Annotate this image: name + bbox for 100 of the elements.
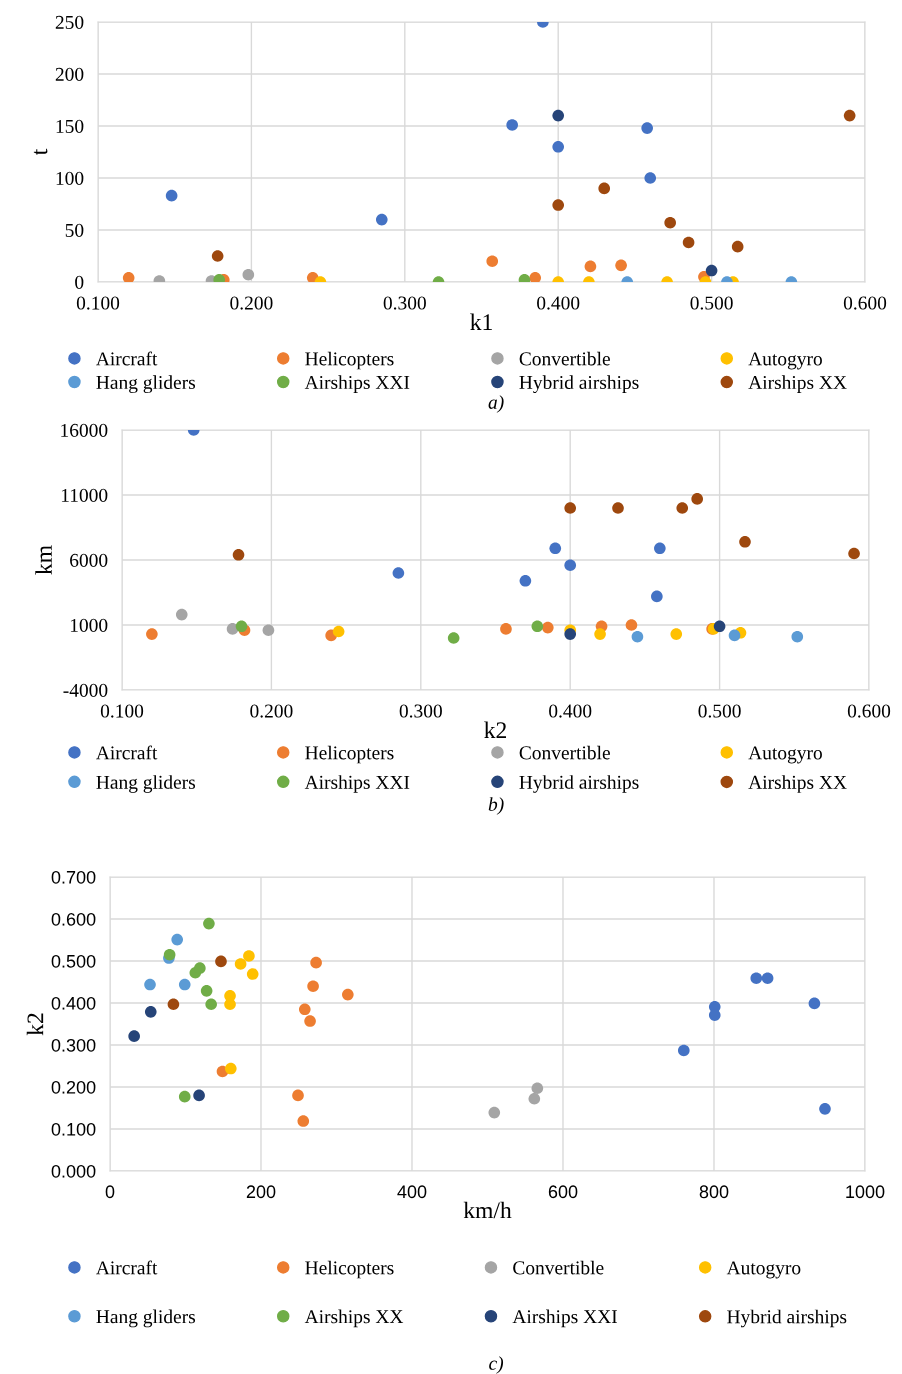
point <box>178 978 191 991</box>
x-tick-label: 0.300 <box>399 704 442 718</box>
text: b) <box>488 797 504 815</box>
point <box>552 109 565 122</box>
point <box>232 548 245 561</box>
point <box>298 1003 311 1016</box>
y-tick-label: 50 <box>65 223 84 237</box>
point <box>625 619 638 631</box>
y-tick-label: 100 <box>56 171 84 185</box>
point <box>664 216 676 229</box>
point <box>262 624 275 637</box>
x-tick-label: 0.600 <box>847 704 891 718</box>
point <box>307 980 319 993</box>
legend-label: Autogyro <box>726 1261 801 1279</box>
point <box>808 997 821 1010</box>
point <box>564 559 577 572</box>
point <box>713 620 726 633</box>
point <box>242 268 255 281</box>
x-tick-label: 0.500 <box>690 296 733 310</box>
point <box>598 182 611 195</box>
point <box>292 1089 304 1102</box>
point <box>819 1103 831 1115</box>
point <box>843 109 856 122</box>
point <box>670 628 683 640</box>
point <box>297 1115 310 1127</box>
point <box>171 933 183 946</box>
y-tick-label: 0.500 <box>51 954 96 968</box>
point <box>167 998 180 1011</box>
y-tick-label: 0.100 <box>51 1122 96 1136</box>
point <box>234 958 247 970</box>
point <box>651 590 663 603</box>
x-axis-title: km/h <box>463 1201 512 1219</box>
point <box>165 189 178 202</box>
point <box>848 547 860 560</box>
y-tick-label: 200 <box>55 67 84 81</box>
point <box>739 535 751 548</box>
legend-label: Helicopters <box>305 351 394 370</box>
point <box>761 972 774 985</box>
point <box>332 625 345 638</box>
point <box>612 502 624 514</box>
y-tick-label: 0.700 <box>51 870 96 884</box>
y-tick-label: 16000 <box>61 423 108 437</box>
legend-label: Convertible <box>519 351 610 366</box>
point <box>375 213 388 226</box>
x-tick-label: 0.200 <box>230 296 273 310</box>
point <box>304 1015 316 1027</box>
x-tick-label: 0.400 <box>549 704 592 718</box>
point <box>392 567 405 579</box>
point <box>552 140 565 153</box>
point <box>500 623 512 635</box>
point <box>486 255 499 268</box>
point <box>144 1006 157 1018</box>
point <box>194 962 206 974</box>
legend-label: Helicopters <box>305 745 394 764</box>
point <box>178 1090 191 1103</box>
point <box>235 620 248 633</box>
point <box>531 1082 544 1095</box>
x-tick-label: 600 <box>548 1185 578 1199</box>
point <box>677 1044 690 1057</box>
point <box>226 623 239 635</box>
point <box>676 502 689 514</box>
x-tick-label: 0.100 <box>100 704 144 718</box>
y-tick-label: 0.400 <box>51 996 96 1010</box>
x-tick-label: 0.200 <box>250 704 293 718</box>
text: a) <box>488 395 504 413</box>
y-tick-label: 11000 <box>61 488 108 502</box>
point <box>541 621 554 634</box>
point <box>447 632 460 644</box>
y-tick-label: 150 <box>56 119 84 133</box>
legend-label: Hang gliders <box>96 775 196 793</box>
point <box>631 630 644 643</box>
legend-label: Hang gliders <box>96 375 196 393</box>
point <box>615 259 627 272</box>
point <box>243 950 255 962</box>
point <box>203 917 215 930</box>
legend-label: Airships XXI <box>304 375 410 393</box>
y-tick-label: 0.000 <box>51 1164 96 1178</box>
point <box>549 542 562 555</box>
point <box>750 972 763 985</box>
x-axis-title: k1 <box>470 313 492 330</box>
point <box>528 1092 541 1105</box>
point <box>215 955 227 968</box>
point <box>122 272 135 282</box>
legend-label: Aircraft <box>96 745 158 760</box>
point <box>144 978 156 991</box>
y-tick-label: 0.200 <box>51 1080 96 1094</box>
x-tick-label: 0.500 <box>698 704 741 718</box>
legend-label: Hybrid airships <box>727 1309 847 1328</box>
y-tick-label: 0.300 <box>51 1038 96 1052</box>
y-axis-title: km <box>35 545 52 575</box>
point <box>211 250 224 262</box>
point <box>552 199 565 211</box>
y-tick-label: 1000 <box>70 618 108 632</box>
legend-label: Airships XXI <box>512 1309 617 1328</box>
legend-label: Helicopters <box>305 1260 394 1279</box>
point <box>205 998 217 1011</box>
point <box>641 122 653 134</box>
point <box>128 1030 140 1042</box>
point <box>310 956 322 969</box>
legend-label: Airships XX <box>748 775 847 793</box>
